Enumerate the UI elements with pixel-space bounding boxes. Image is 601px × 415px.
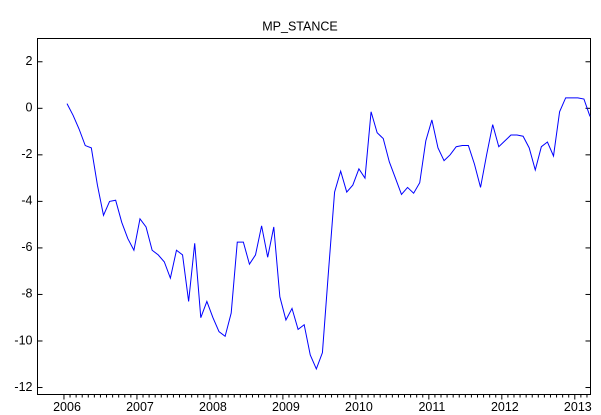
y-tick-label: -6 (21, 240, 32, 254)
y-tick-label: -10 (14, 333, 32, 347)
series-line (66, 97, 591, 371)
y-tick-label: -8 (21, 287, 32, 301)
y-tick-label: -4 (21, 194, 32, 208)
y-tick-label: 2 (26, 54, 33, 68)
x-tick-label: 2007 (126, 400, 154, 414)
plot-frame (37, 38, 591, 395)
x-tick-label: 2008 (199, 400, 227, 414)
y-tick-label: 0 (26, 101, 33, 115)
y-tick-label: -2 (21, 147, 32, 161)
chart-title: MP_STANCE (262, 19, 337, 33)
x-tick-label: 2006 (53, 400, 81, 414)
x-tick-label: 2011 (418, 400, 445, 414)
x-tick-label: 2012 (491, 400, 519, 414)
x-tick-label: 2013 (564, 400, 592, 414)
x-tick-label: 2009 (272, 400, 300, 414)
x-tick-label: 2010 (345, 400, 373, 414)
y-tick-label: -12 (14, 380, 32, 394)
